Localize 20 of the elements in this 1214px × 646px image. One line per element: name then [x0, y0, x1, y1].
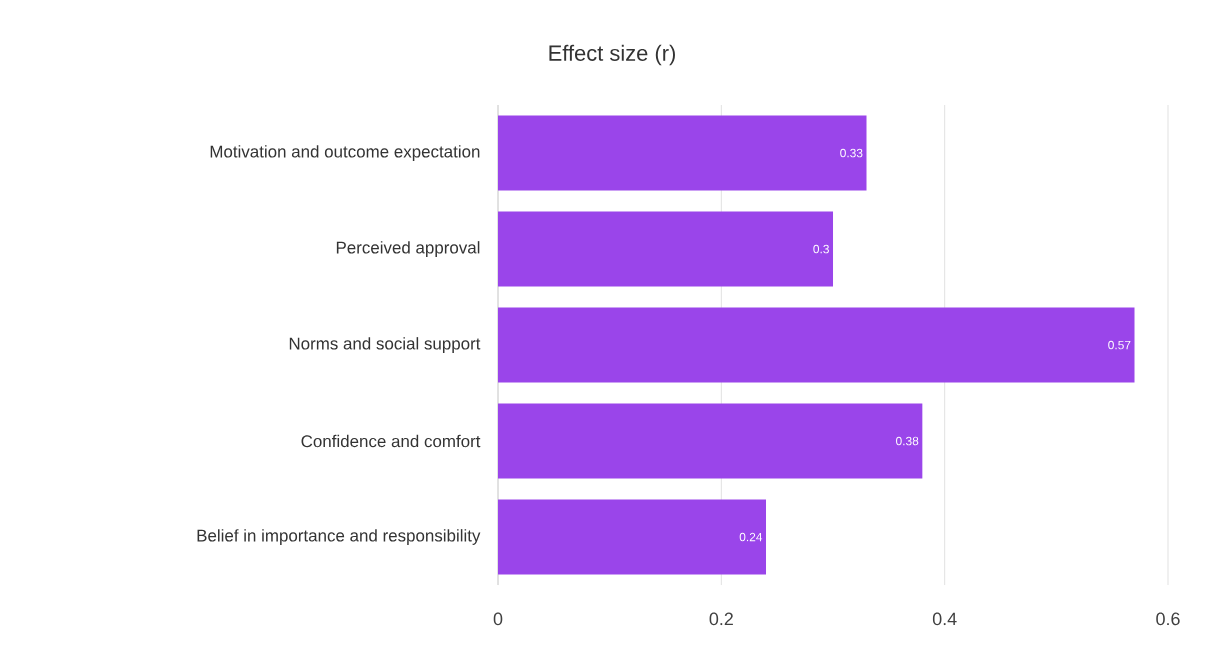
bar [498, 499, 766, 575]
y-tick-label: Perceived approval [336, 241, 480, 257]
y-tick-label: Norms and social support [289, 337, 481, 353]
data-label: 0.24 [739, 532, 763, 542]
data-label: 0.57 [1108, 340, 1131, 350]
x-tick-label: 0.6 [1156, 612, 1180, 626]
x-tick-label: 0 [493, 612, 503, 626]
data-label: 0.33 [840, 148, 863, 158]
chart-title: Effect size (r) [549, 44, 675, 66]
bar [498, 115, 867, 191]
bar [498, 403, 923, 479]
y-tick-label: Motivation and outcome expectation [210, 145, 480, 161]
bar [498, 211, 834, 287]
x-tick-label: 0.2 [709, 612, 733, 626]
y-tick-label: Belief in importance and responsibility [197, 529, 481, 545]
data-label: 0.3 [813, 244, 829, 254]
y-tick-label: Confidence and comfort [301, 434, 481, 448]
bar [498, 307, 1135, 383]
x-tick-label: 0.4 [932, 612, 957, 626]
data-label: 0.38 [896, 436, 919, 446]
